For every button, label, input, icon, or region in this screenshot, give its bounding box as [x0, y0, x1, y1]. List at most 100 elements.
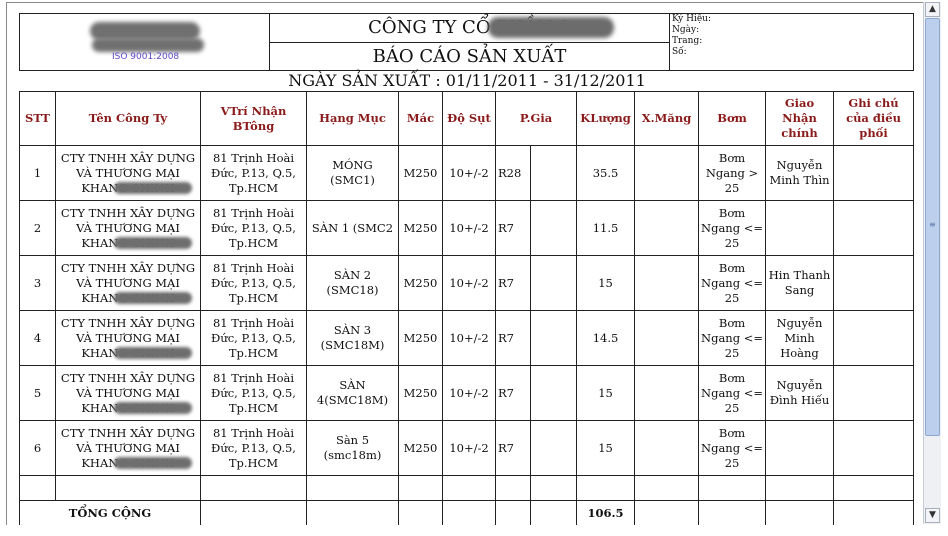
cell-price: R28: [495, 145, 531, 201]
cell-receiver: [765, 200, 835, 256]
scroll-thumb[interactable]: ≡: [925, 18, 940, 436]
report-title: BÁO CÁO SẢN XUẤT: [269, 41, 670, 71]
col-volume: KLượng: [576, 91, 636, 146]
cell-note: [833, 255, 915, 311]
production-date: NGÀY SẢN XUẤT : 01/11/2011 - 31/12/2011: [288, 71, 646, 90]
cell-slump: 10+/-2: [442, 365, 496, 421]
cell-note: [833, 200, 915, 256]
cell-receiver: Nguyễn Đình Hiếu: [765, 365, 835, 421]
cell-cement: [634, 310, 700, 366]
meta-number: Số:: [672, 47, 687, 57]
cell-company: CTY TNHH XÂY DỰNG VÀ THƯƠNG MẠI KHANG CH…: [55, 255, 201, 311]
total-label: TỔNG CỘNG: [19, 500, 201, 525]
cell-pump: Bơm Ngang <= 25: [698, 420, 767, 476]
cell-stt: 6: [19, 420, 56, 476]
cell-cement: [634, 420, 700, 476]
cell-price: R7: [495, 420, 531, 476]
cell-stt: 3: [19, 255, 56, 311]
cell-pump: Bơm Ngang <= 25: [698, 310, 767, 366]
col-stt: STT: [19, 91, 56, 146]
grip-icon: ≡: [929, 220, 936, 229]
col-note: Ghi chú của điều phối: [833, 91, 915, 146]
cell-grade: M250: [398, 365, 443, 421]
cell-stt: 1: [19, 145, 56, 201]
cell-company: CTY TNHH XÂY DỰNG VÀ THƯƠNG MẠI KHANG CH…: [55, 200, 201, 256]
scroll-down-icon[interactable]: ▼: [925, 508, 940, 523]
cell-note: [833, 145, 915, 201]
cell-grade: M250: [398, 310, 443, 366]
company-logo: ISO 9001:2008: [19, 13, 270, 71]
cell-item: SÀN 4(SMC18M): [306, 365, 399, 421]
cell-slump: 10+/-2: [442, 255, 496, 311]
cell-stt: 4: [19, 310, 56, 366]
cell-item: SÀN 3 (SMC18M): [306, 310, 399, 366]
col-price: P.Gia: [494, 91, 578, 146]
cell-cement: [634, 255, 700, 311]
total-volume: 106.5: [576, 500, 636, 525]
col-item: Hạng Mục: [306, 91, 399, 146]
cell-note: [833, 310, 915, 366]
cell-cement: [634, 145, 700, 201]
cell-price-extra: [529, 420, 578, 476]
col-slump: Độ Sụt: [442, 91, 496, 146]
vertical-scrollbar[interactable]: ▲ ≡ ▼: [923, 2, 941, 524]
document-meta: Ký Hiệu: Ngày: Trang: Số:: [669, 13, 914, 71]
meta-page: Trang:: [672, 36, 703, 46]
cell-item: SÀN 1 (SMC2: [306, 200, 399, 256]
col-cement: X.Măng: [634, 91, 700, 146]
cell-slump: 10+/-2: [442, 145, 496, 201]
col-grade: Mác: [398, 91, 443, 146]
cell-location: 81 Trịnh Hoài Đức, P.13, Q.5, Tp.HCM: [200, 200, 307, 256]
company-name: CÔNG TY CỔ PHẦN S: [269, 13, 670, 43]
cell-location: 81 Trịnh Hoài Đức, P.13, Q.5, Tp.HCM: [200, 420, 307, 476]
cell-stt: 5: [19, 365, 56, 421]
scroll-up-icon[interactable]: ▲: [925, 2, 940, 17]
report-viewer: ISO 9001:2008 CÔNG TY CỔ PHẦN S Ký Hiệu:…: [6, 2, 935, 525]
cell-price: R7: [495, 310, 531, 366]
cell-grade: M250: [398, 420, 443, 476]
cell-cement: [634, 365, 700, 421]
report-page: ISO 9001:2008 CÔNG TY CỔ PHẦN S Ký Hiệu:…: [19, 13, 915, 525]
cell-price: R7: [495, 255, 531, 311]
col-location: VTrí Nhận BTông: [200, 91, 307, 146]
cell-company: CTY TNHH XÂY DỰNG VÀ THƯƠNG MẠI KHANG CH…: [55, 420, 201, 476]
meta-symbol: Ký Hiệu:: [672, 14, 711, 24]
cell-grade: M250: [398, 200, 443, 256]
cell-pump: Bơm Ngang <= 25: [698, 200, 767, 256]
cell-grade: M250: [398, 145, 443, 201]
col-company: Tên Công Ty: [55, 91, 201, 146]
cell-slump: 10+/-2: [442, 420, 496, 476]
cell-receiver: Nguyễn Minh Thìn: [765, 145, 835, 201]
iso-label: ISO 9001:2008: [112, 52, 180, 62]
cell-price-extra: [529, 200, 578, 256]
cell-slump: 10+/-2: [442, 310, 496, 366]
total-row: TỔNG CỘNG 106.5: [19, 500, 915, 525]
cell-volume: 15: [576, 420, 636, 476]
cell-note: [833, 420, 915, 476]
cell-location: 81 Trịnh Hoài Đức, P.13, Q.5, Tp.HCM: [200, 255, 307, 311]
cell-volume: 14.5: [576, 310, 636, 366]
cell-slump: 10+/-2: [442, 200, 496, 256]
cell-company: CTY TNHH XÂY DỰNG VÀ THƯƠNG MẠI KHANG CH…: [55, 365, 201, 421]
cell-company: CTY TNHH XÂY DỰNG VÀ THƯƠNG MẠI KHANG CH…: [55, 310, 201, 366]
cell-grade: M250: [398, 255, 443, 311]
cell-price: R7: [495, 200, 531, 256]
cell-price-extra: [529, 310, 578, 366]
cell-location: 81 Trịnh Hoài Đức, P.13, Q.5, Tp.HCM: [200, 145, 307, 201]
cell-pump: Bơm Ngang > 25: [698, 145, 767, 201]
cell-price-extra: [529, 365, 578, 421]
cell-location: 81 Trịnh Hoài Đức, P.13, Q.5, Tp.HCM: [200, 310, 307, 366]
report-header: ISO 9001:2008 CÔNG TY CỔ PHẦN S Ký Hiệu:…: [19, 13, 914, 71]
cell-volume: 15: [576, 365, 636, 421]
cell-price: R7: [495, 365, 531, 421]
cell-receiver: Hin Thanh Sang: [765, 255, 835, 311]
meta-date: Ngày:: [672, 25, 700, 35]
cell-receiver: [765, 420, 835, 476]
cell-cement: [634, 200, 700, 256]
cell-note: [833, 365, 915, 421]
